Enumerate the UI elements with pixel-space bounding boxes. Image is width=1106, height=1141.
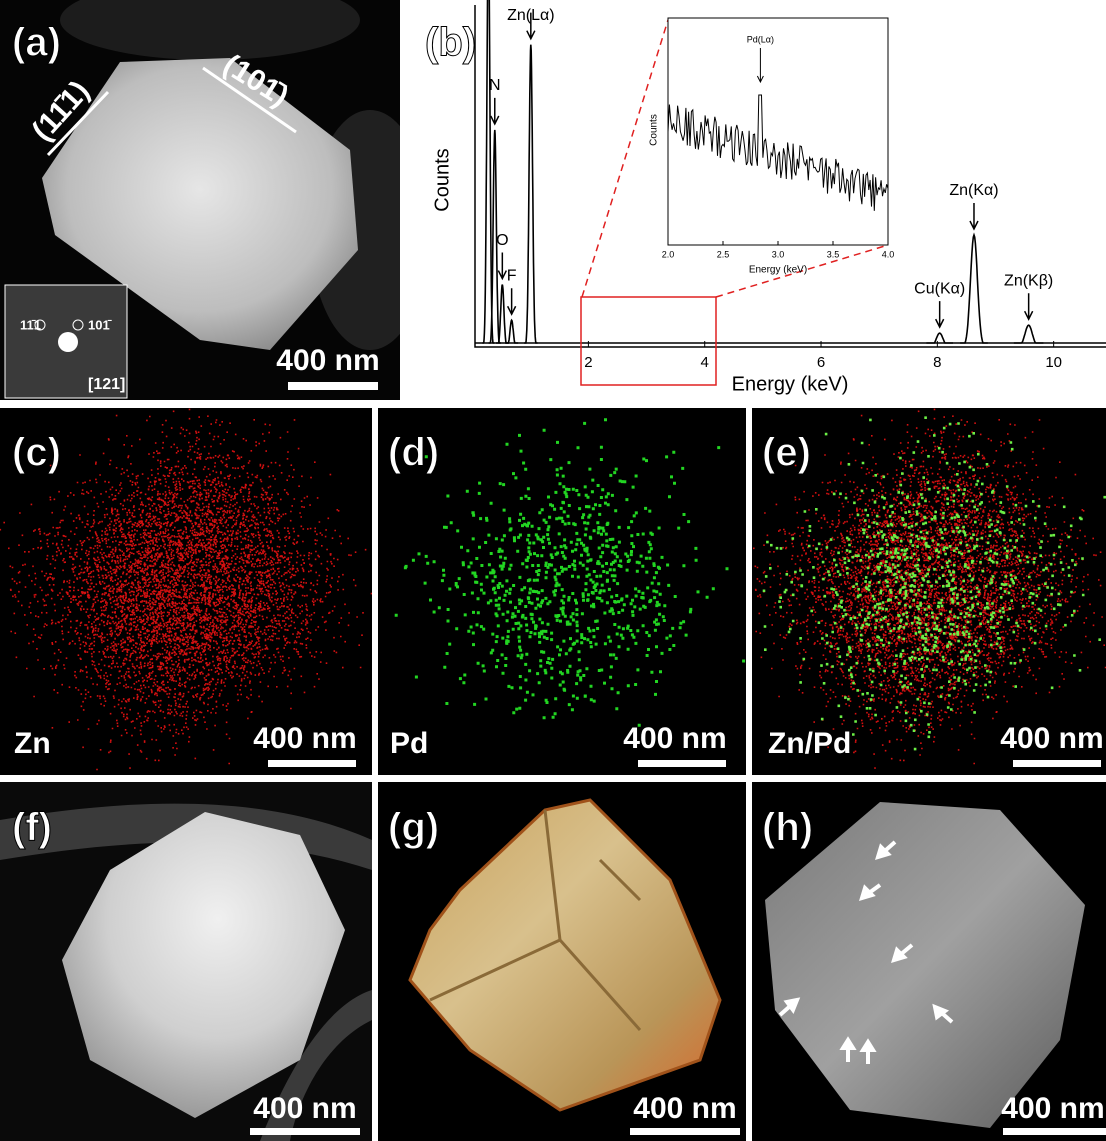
inset-x-tick-label: 2.0 xyxy=(662,249,675,259)
scale-bar-label: 400 nm xyxy=(1000,722,1103,755)
scale-bar xyxy=(630,1128,740,1135)
peak-label: O xyxy=(496,232,508,249)
inset-peak-label: Pd(Lα) xyxy=(747,34,774,44)
panel-label: (f) xyxy=(12,806,52,850)
x-tick-label: 8 xyxy=(933,354,941,371)
peak-label: Zn(Kα) xyxy=(949,182,998,199)
scale-bar-label: 400 nm xyxy=(623,722,726,755)
element-label: Zn/Pd xyxy=(768,727,851,760)
peak-label: Cu(Kα) xyxy=(914,280,965,297)
scale-bar-label: 400 nm xyxy=(1001,1092,1104,1125)
x-tick-label: 6 xyxy=(817,354,825,371)
scale-bar xyxy=(250,1128,360,1135)
inset-x-tick-label: 3.0 xyxy=(772,249,785,259)
panel-a: (11̄1) (101̄) 11̄1 101̄ [121] xyxy=(0,0,430,400)
x-tick-label: 2 xyxy=(584,354,592,371)
spot-label: 11̄1 xyxy=(20,317,41,332)
diffraction-spot xyxy=(58,332,78,352)
inset-frame xyxy=(668,18,888,245)
panel-label: (a) xyxy=(12,21,61,65)
scale-bar-label: 400 nm xyxy=(633,1092,736,1125)
peak-label: Zn(Lα) xyxy=(507,7,554,24)
panel-label: (d) xyxy=(388,431,439,475)
figure: (11̄1) (101̄) 11̄1 101̄ [121] xyxy=(0,0,1106,1141)
panel-f xyxy=(0,782,372,1141)
y-axis-label: Counts xyxy=(431,148,453,211)
element-label: Pd xyxy=(390,727,428,760)
scale-bar xyxy=(268,760,356,767)
scale-bar-label: 400 nm xyxy=(253,1092,356,1125)
x-tick-label: 10 xyxy=(1045,354,1062,371)
scale-bar-label: 400 nm xyxy=(253,722,356,755)
panel-label: (g) xyxy=(388,806,439,850)
zone-axis: [121] xyxy=(88,376,125,393)
spot-label: 101̄ xyxy=(88,317,112,332)
inset-x-tick-label: 4.0 xyxy=(882,249,895,259)
inset-y-label: Counts xyxy=(649,114,660,146)
element-label: Zn xyxy=(14,727,51,760)
scale-bar xyxy=(288,382,378,390)
peak-label: F xyxy=(507,267,517,284)
peak-label: Zn(Kβ) xyxy=(1004,272,1053,289)
scale-bar xyxy=(1013,760,1101,767)
panel-label: (h) xyxy=(762,806,813,850)
panel-label: (b) xyxy=(425,21,476,65)
inset-x-tick-label: 3.5 xyxy=(827,249,840,259)
scale-bar xyxy=(638,760,726,767)
peak-label: N xyxy=(489,77,501,94)
scale-bar-label: 400 nm xyxy=(276,344,379,377)
page: (11̄1) (101̄) 11̄1 101̄ [121] xyxy=(0,0,1106,1141)
x-tick-label: 4 xyxy=(701,354,709,371)
inset-x-tick-label: 2.5 xyxy=(717,249,730,259)
x-axis-label: Energy (keV) xyxy=(732,373,849,395)
inset-x-label: Energy (keV) xyxy=(749,265,807,276)
panel-label: (e) xyxy=(762,431,811,475)
scale-bar xyxy=(1003,1128,1106,1135)
panel-label: (c) xyxy=(12,431,61,475)
